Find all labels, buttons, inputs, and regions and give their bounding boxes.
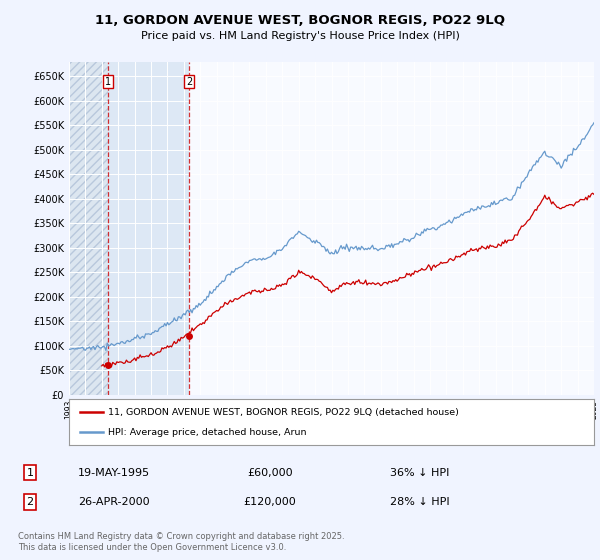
Text: 19-MAY-1995: 19-MAY-1995 bbox=[78, 468, 150, 478]
Text: £60,000: £60,000 bbox=[247, 468, 293, 478]
Text: HPI: Average price, detached house, Arun: HPI: Average price, detached house, Arun bbox=[109, 428, 307, 437]
Text: 28% ↓ HPI: 28% ↓ HPI bbox=[390, 497, 450, 507]
Bar bbox=[69, 62, 108, 395]
Text: 1: 1 bbox=[26, 468, 34, 478]
Text: £120,000: £120,000 bbox=[244, 497, 296, 507]
Text: 1: 1 bbox=[105, 77, 111, 87]
Bar bbox=[108, 62, 189, 395]
Text: 36% ↓ HPI: 36% ↓ HPI bbox=[391, 468, 449, 478]
Text: 11, GORDON AVENUE WEST, BOGNOR REGIS, PO22 9LQ: 11, GORDON AVENUE WEST, BOGNOR REGIS, PO… bbox=[95, 14, 505, 27]
Text: 11, GORDON AVENUE WEST, BOGNOR REGIS, PO22 9LQ (detached house): 11, GORDON AVENUE WEST, BOGNOR REGIS, PO… bbox=[109, 408, 459, 417]
Text: 2: 2 bbox=[26, 497, 34, 507]
Text: Contains HM Land Registry data © Crown copyright and database right 2025.
This d: Contains HM Land Registry data © Crown c… bbox=[18, 533, 344, 552]
Text: 2: 2 bbox=[186, 77, 192, 87]
Text: 26-APR-2000: 26-APR-2000 bbox=[78, 497, 150, 507]
Text: Price paid vs. HM Land Registry's House Price Index (HPI): Price paid vs. HM Land Registry's House … bbox=[140, 31, 460, 41]
